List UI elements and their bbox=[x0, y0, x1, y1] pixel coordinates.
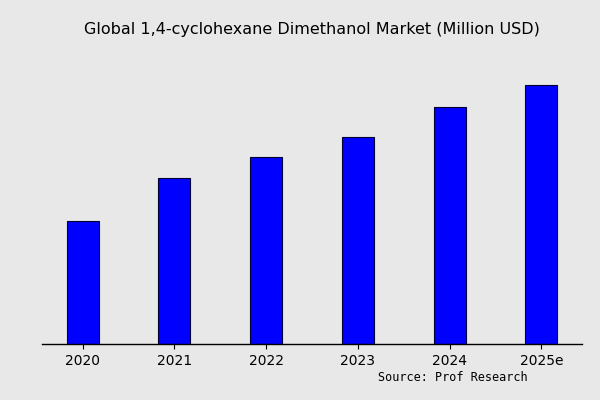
Bar bbox=[67, 221, 98, 344]
Bar bbox=[434, 107, 466, 344]
Text: Source: Prof Research: Source: Prof Research bbox=[379, 371, 528, 384]
Bar bbox=[158, 178, 190, 344]
Bar bbox=[250, 156, 282, 344]
Title: Global 1,4-cyclohexane Dimethanol Market (Million USD): Global 1,4-cyclohexane Dimethanol Market… bbox=[84, 22, 540, 37]
Bar bbox=[342, 137, 374, 344]
Bar bbox=[526, 85, 557, 344]
